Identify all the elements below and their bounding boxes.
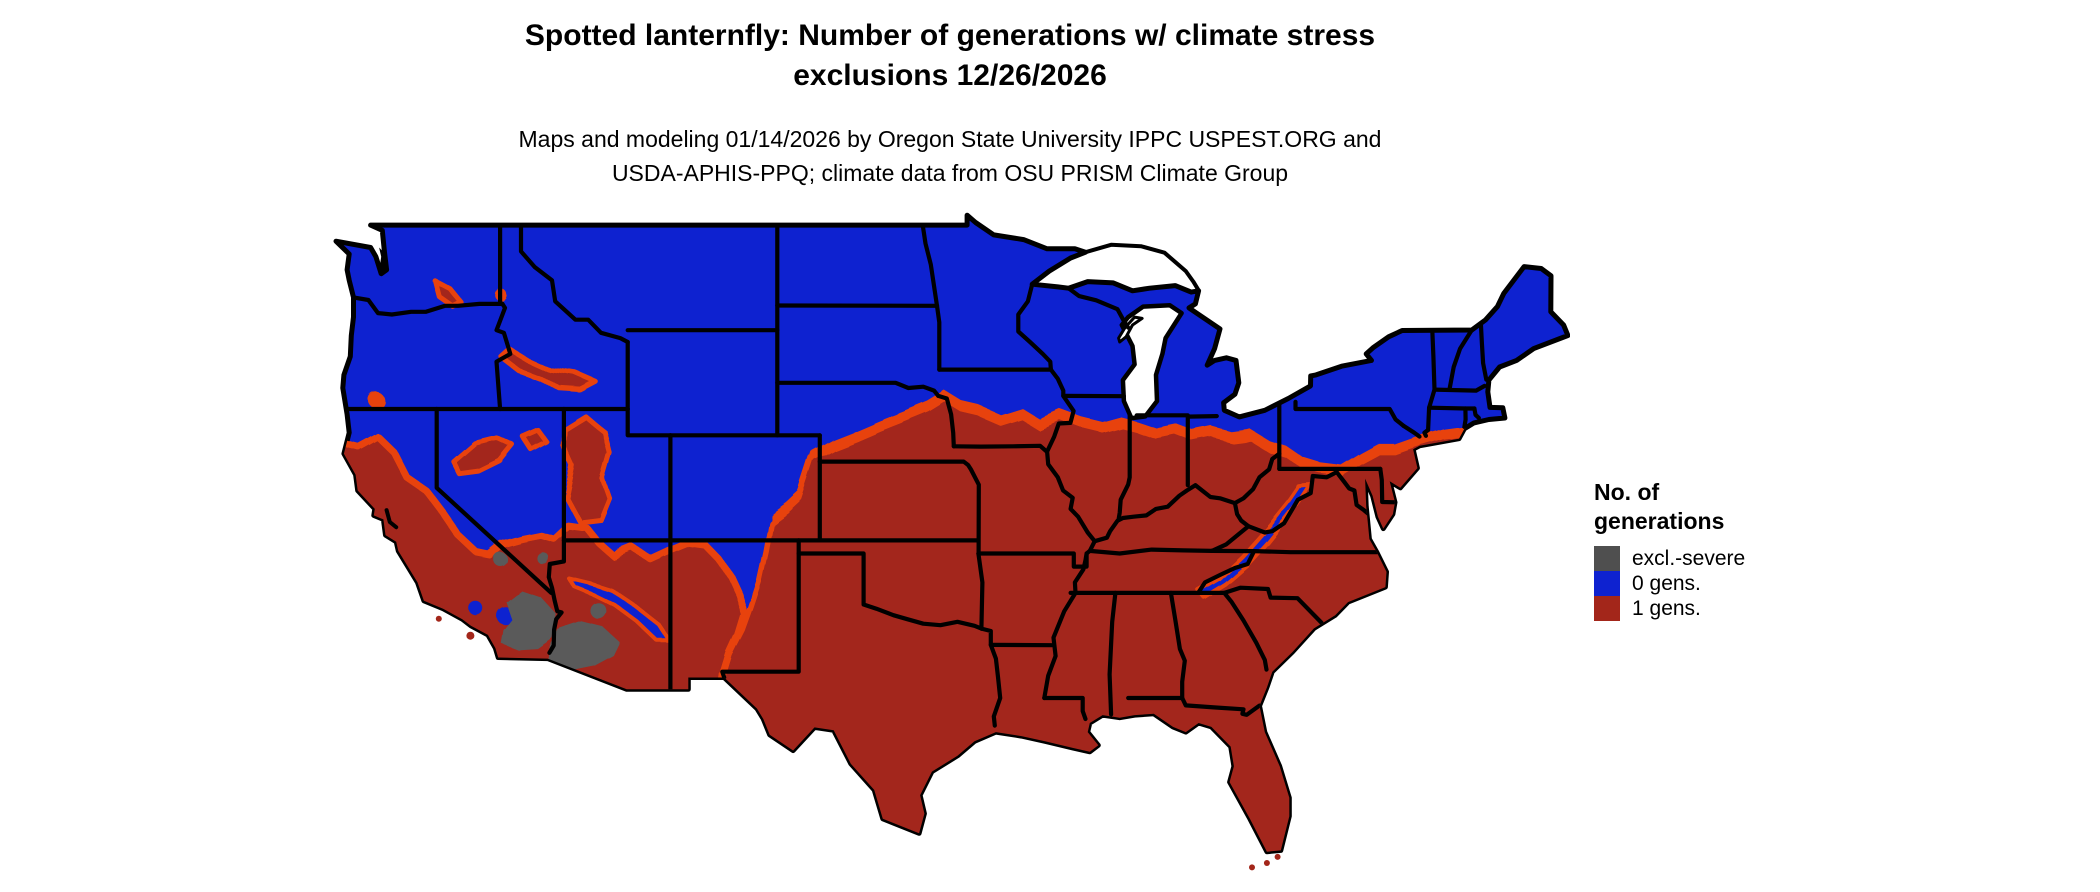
map-subtitle-line2: USDA-APHIS-PPQ; climate data from OSU PR… [611,160,1289,186]
map-subtitle-line1: Maps and modeling 01/14/2026 by Oregon S… [518,126,1382,152]
zero-gens-label: 0 gens. [1632,571,1701,595]
zero-gens-swatch [1594,571,1620,596]
exclusion-label: excl.-severe [1632,546,1746,570]
legend-item-one-gen: 1 gens. [1594,596,1824,621]
map-title-line2: exclusions 12/26/2026 [793,59,1107,92]
legend-title: No. of generations [1594,478,1824,536]
legend-item-exclusion: excl.-severe [1594,546,1824,571]
us-generations-map [330,212,1571,892]
legend-title-line1: No. of [1594,479,1660,505]
one-gen-swatch [1594,596,1620,621]
one-gen-label: 1 gens. [1632,596,1701,620]
us-map-svg [333,212,1571,871]
exclusion-swatch [1594,546,1620,571]
great-lakes [1083,242,1201,421]
map-title-line1: Spotted lanternfly: Number of generation… [524,19,1376,52]
map-title: Spotted lanternfly: Number of generation… [330,16,1570,96]
legend: No. of generations excl.-severe 0 gens. … [1594,478,1824,621]
map-subtitle: Maps and modeling 01/14/2026 by Oregon S… [280,122,1620,190]
legend-title-line2: generations [1594,508,1725,534]
coast-details [379,247,1281,871]
state-borders [345,223,1489,728]
legend-item-zero-gens: 0 gens. [1594,571,1824,596]
